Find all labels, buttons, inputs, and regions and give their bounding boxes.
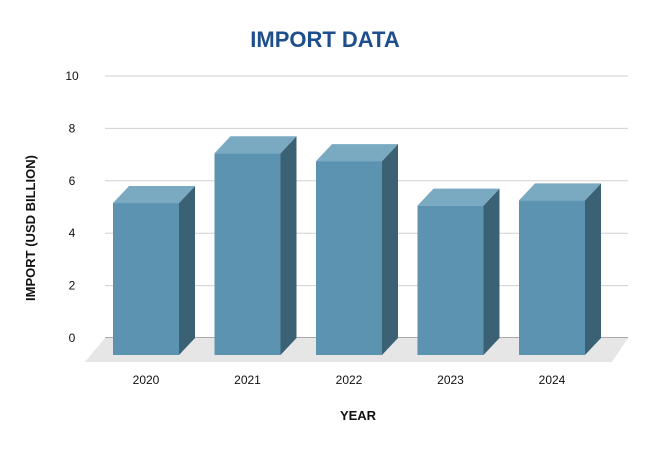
y-tick-label: 6 bbox=[69, 174, 76, 188]
bar bbox=[316, 144, 398, 355]
bar-front bbox=[519, 200, 585, 355]
bar-side bbox=[280, 136, 297, 355]
y-tick-label: 10 bbox=[65, 69, 79, 83]
x-tick-label: 2020 bbox=[133, 373, 160, 387]
bar-top bbox=[417, 188, 500, 206]
y-tick-label: 0 bbox=[69, 331, 76, 345]
y-axis-label: IMPORT (USD BILLION) bbox=[23, 155, 38, 301]
bar-top bbox=[316, 144, 398, 162]
x-axis-ticks: 2020 2021 2022 2023 2024 bbox=[133, 373, 566, 387]
chart-title: IMPORT DATA bbox=[250, 27, 400, 52]
x-tick-label: 2022 bbox=[336, 373, 363, 387]
bar-top bbox=[214, 136, 297, 154]
bar-side bbox=[179, 186, 195, 355]
x-tick-label: 2024 bbox=[539, 373, 566, 387]
bar bbox=[519, 183, 601, 355]
bar bbox=[113, 186, 195, 355]
bar-front bbox=[316, 161, 382, 355]
bar-top bbox=[113, 186, 195, 204]
x-axis-label: YEAR bbox=[340, 408, 377, 423]
x-tick-label: 2023 bbox=[437, 373, 464, 387]
bar-front bbox=[417, 205, 484, 355]
y-tick-label: 4 bbox=[69, 226, 76, 240]
bars bbox=[113, 136, 601, 355]
y-tick-label: 8 bbox=[69, 121, 76, 135]
bar-side bbox=[382, 144, 398, 355]
bar bbox=[214, 136, 297, 355]
bar-front bbox=[214, 153, 281, 355]
bar-side bbox=[585, 183, 601, 355]
x-tick-label: 2021 bbox=[234, 373, 261, 387]
bar-front bbox=[113, 203, 179, 355]
bar-top bbox=[519, 183, 601, 201]
y-tick-label: 2 bbox=[69, 279, 76, 293]
bar-side bbox=[483, 188, 500, 355]
y-axis-ticks: 0 2 4 6 8 10 bbox=[65, 69, 79, 345]
bar bbox=[417, 188, 500, 355]
